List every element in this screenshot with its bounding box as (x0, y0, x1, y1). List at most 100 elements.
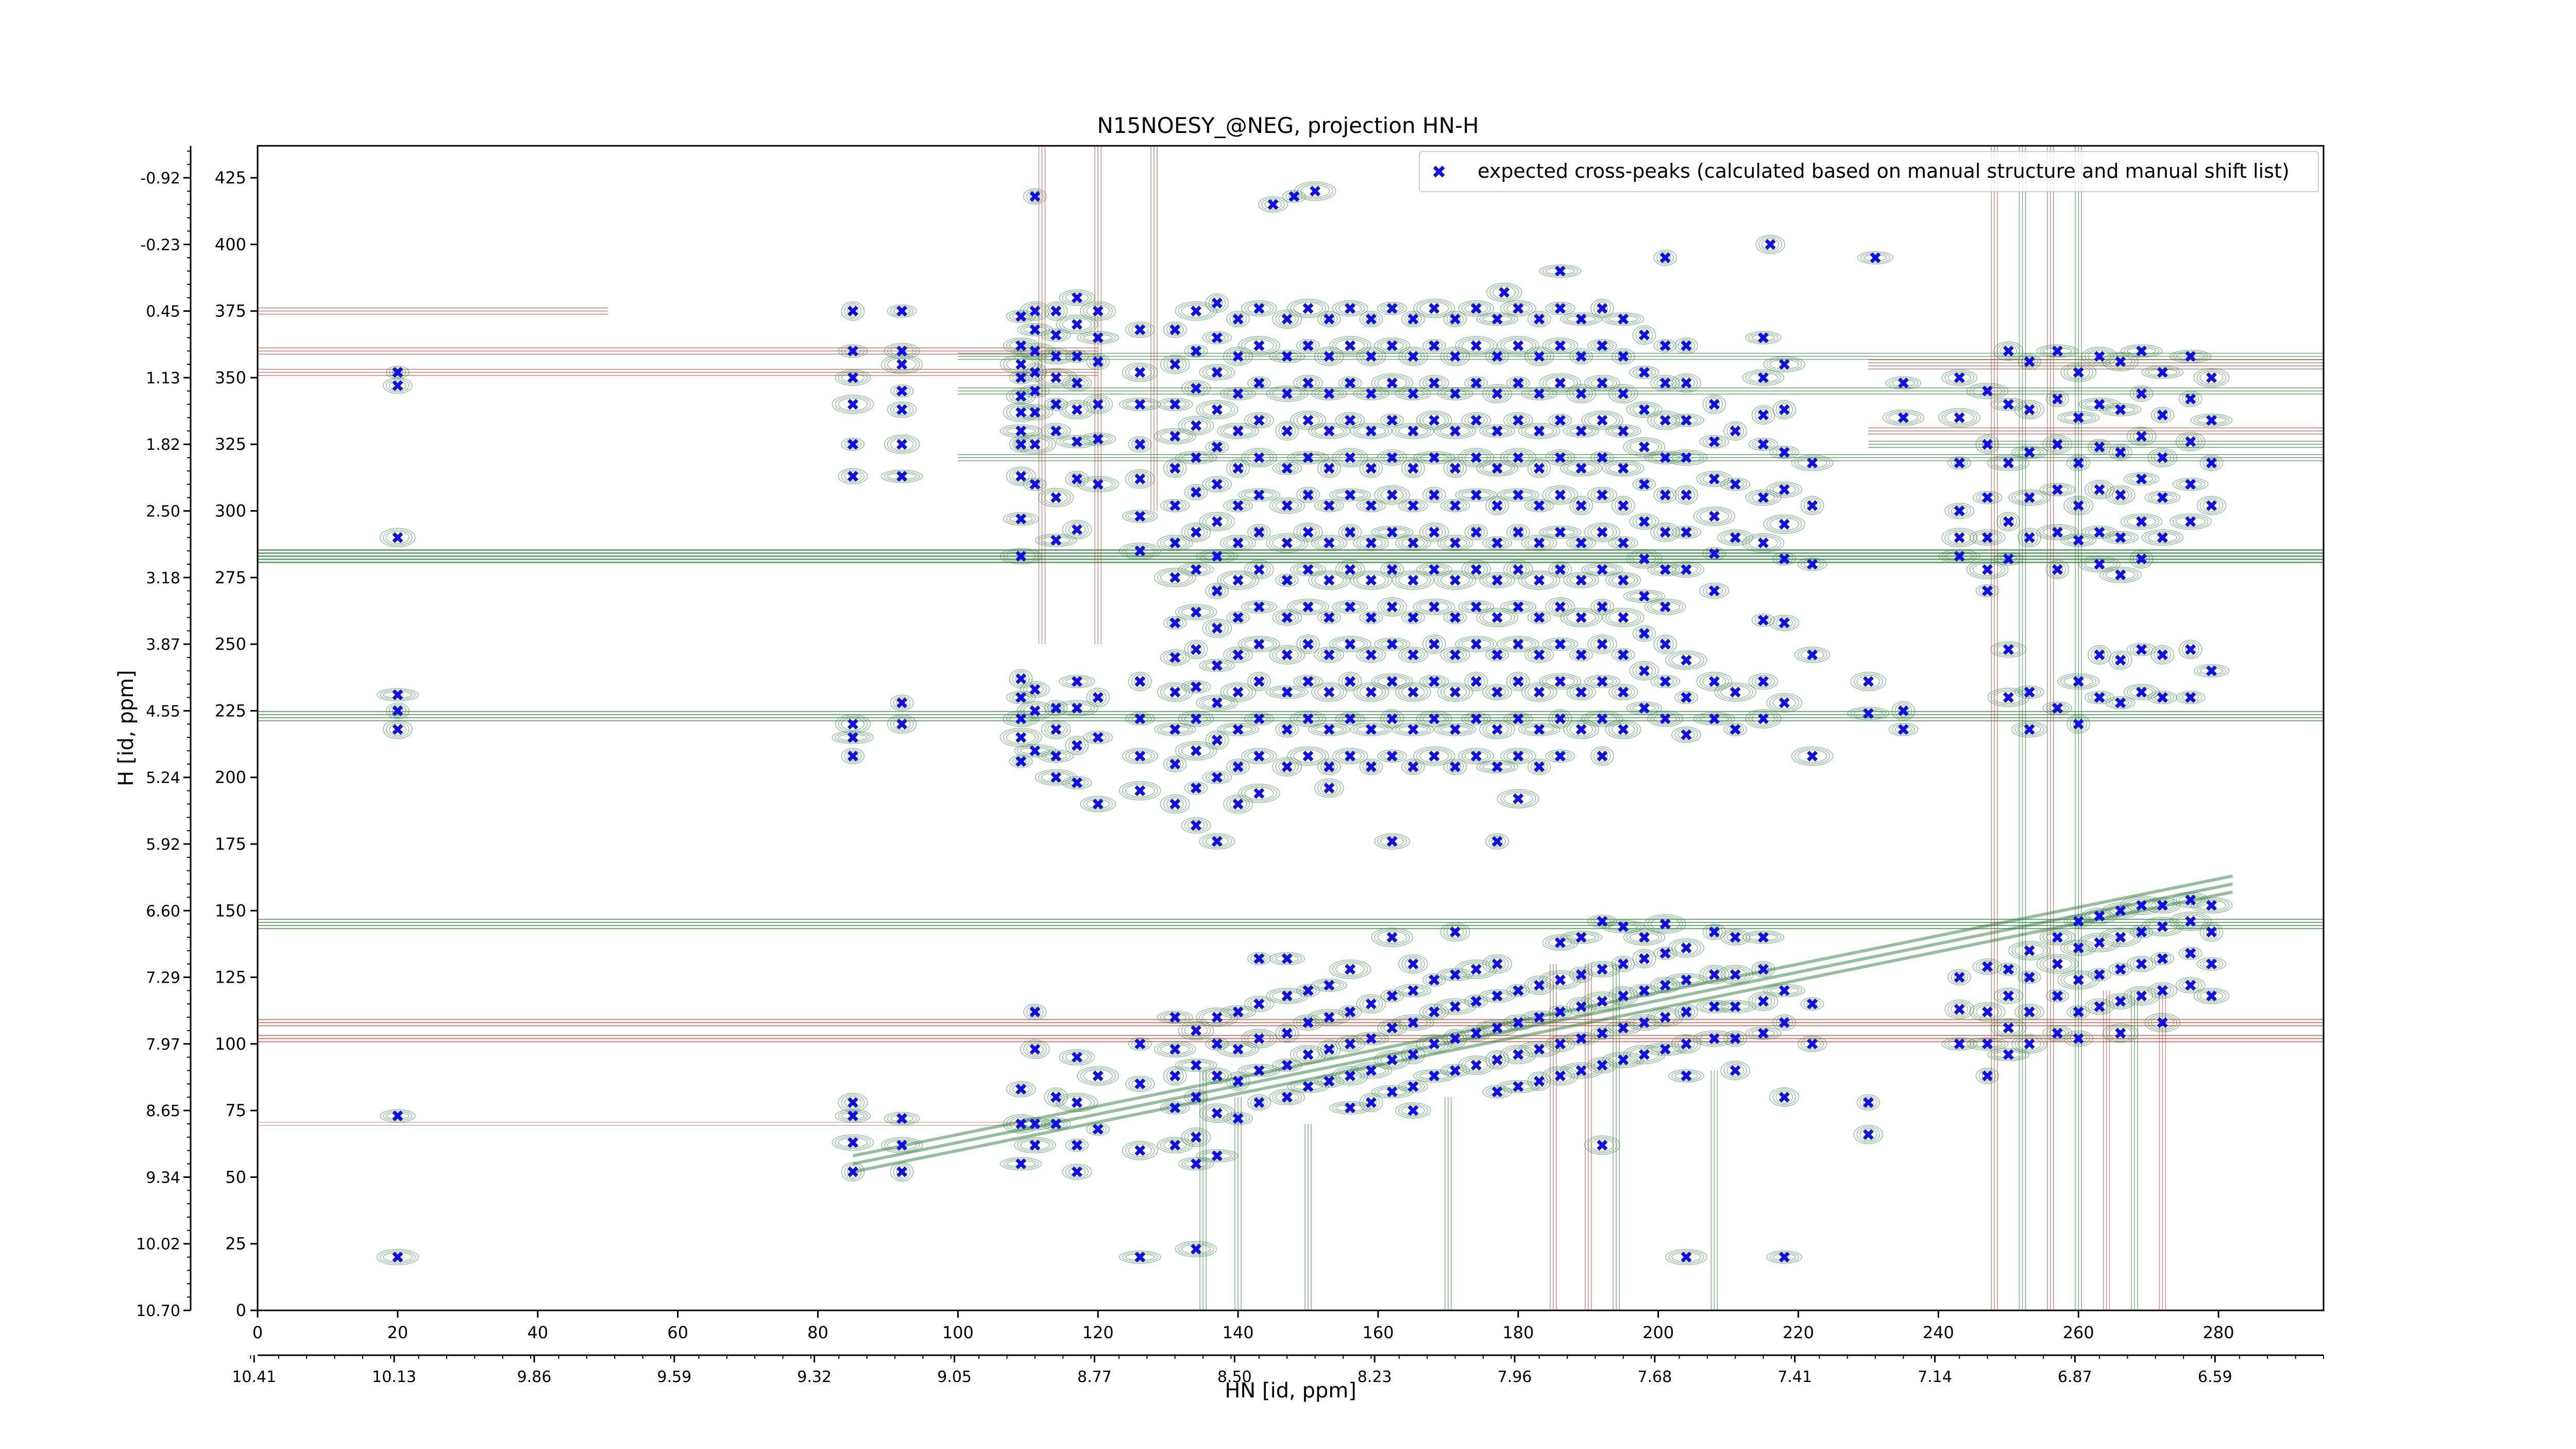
contour-peak (1527, 459, 1551, 478)
contour-peak (1947, 456, 1971, 470)
contour-peak (1416, 300, 1452, 317)
cross-peak-marker (1470, 996, 1482, 1007)
contour-peak (2039, 346, 2076, 356)
contour-peak (1383, 415, 1401, 426)
contour-peak (1545, 486, 1575, 503)
contour-peak (1086, 435, 1110, 443)
cross-peak-marker (1170, 359, 1181, 370)
cross-peak-marker (1134, 785, 1146, 797)
contour-peak (2181, 948, 2199, 958)
contour-peak (1332, 1066, 1368, 1086)
contour-peak (1169, 462, 1181, 475)
contour-peak (1223, 389, 1253, 399)
contour-peak (1482, 426, 1512, 436)
y-tick-label: 275 (215, 568, 246, 587)
contour-peak (1020, 301, 1050, 321)
contour-peak (1769, 517, 1800, 531)
contour-peak (1047, 426, 1065, 436)
contour-peak (2014, 685, 2044, 699)
contour-peak (1125, 400, 1155, 408)
contour-peak (1563, 424, 1599, 438)
contour-peak (1383, 563, 1401, 577)
contour-peak (1377, 639, 1407, 649)
contour-peak (1184, 819, 1208, 832)
contour-peak (1380, 709, 1404, 729)
contour-peak (1617, 958, 1629, 969)
contour-peak (1229, 1073, 1247, 1089)
cross-peak-marker (2115, 1027, 2126, 1039)
cross-peak-marker (2157, 985, 2168, 996)
contour-peak (1705, 548, 1723, 559)
cross-peak-marker (2024, 447, 2035, 458)
cross-peak-marker (1597, 750, 1608, 762)
contour-peak (1542, 675, 1579, 688)
contour-peak (1650, 1009, 1680, 1025)
cross-peak-marker (896, 697, 908, 709)
contour-peak (1545, 597, 1575, 617)
contour-peak (2154, 408, 2172, 422)
contour-peak (1202, 618, 1232, 638)
contour-peak (1440, 389, 1470, 399)
cross-peak-marker (896, 385, 908, 397)
contour-peak (1202, 403, 1232, 416)
cross-peak-marker (1191, 383, 1201, 394)
cross-peak-marker (896, 1113, 908, 1124)
cross-peak-marker (1324, 1043, 1335, 1055)
contour-peak (2060, 533, 2096, 547)
contour-peak (1772, 1253, 1797, 1261)
cross-peak-marker (1681, 1006, 1692, 1018)
contour-peak (1513, 987, 1524, 995)
contour-peak (2109, 1026, 2132, 1040)
contour-peak (1572, 539, 1590, 547)
cross-peak-marker (1597, 638, 1608, 650)
contour-peak (1220, 682, 1256, 702)
contour-peak (1244, 491, 1274, 499)
contour-peak (1380, 598, 1404, 615)
cross-peak-marker (2115, 569, 2126, 581)
contour-peak (1175, 1058, 1217, 1072)
contour-peak (1278, 312, 1296, 326)
cross-peak-marker (1659, 490, 1671, 500)
contour-peak (1175, 741, 1217, 761)
ppm-y-tick-label: 2.50 (146, 503, 180, 521)
contour-peak (1223, 536, 1253, 550)
contour-peak (1395, 984, 1431, 998)
contour-peak (1416, 711, 1452, 727)
contour-peak (1205, 367, 1229, 378)
contour-peak (1134, 1040, 1146, 1048)
cross-peak-marker (1170, 1070, 1181, 1082)
contour-peak (1017, 344, 1053, 358)
cross-peak-marker (1170, 537, 1181, 549)
contour-peak (1856, 1126, 1880, 1143)
contour-peak (1527, 685, 1551, 699)
contour-peak (1015, 757, 1027, 765)
contour-peak (2175, 977, 2206, 993)
cross-peak-marker (1449, 1065, 1461, 1076)
cross-peak-marker (1386, 601, 1398, 613)
cross-peak-marker (2094, 969, 2105, 980)
contour-peak (1766, 481, 1803, 498)
contour-peak (1518, 722, 1561, 736)
contour-peak (2132, 429, 2150, 443)
contour-peak (1157, 1137, 1193, 1154)
cross-peak-marker (1554, 564, 1566, 575)
cross-peak-marker (2024, 1006, 2035, 1018)
contour-peak (1533, 1074, 1545, 1088)
contour-peak (1717, 684, 1753, 700)
cross-peak-marker (1449, 388, 1461, 399)
contour-peak (1398, 389, 1428, 399)
contour-peak (1202, 770, 1232, 784)
contour-peak (1296, 376, 1320, 390)
contour-peak (1160, 1101, 1190, 1115)
cross-peak-marker (1029, 1006, 1041, 1018)
cross-peak-marker (847, 1166, 858, 1177)
contour-peak (1012, 756, 1030, 767)
contour-peak (1247, 1032, 1271, 1046)
contour-peak (1299, 1017, 1317, 1028)
legend-marker-glyph (1433, 165, 1445, 178)
cross-peak-marker (2185, 436, 2196, 447)
cross-peak-marker (1534, 351, 1545, 362)
contour-peak (1999, 990, 2018, 1001)
cross-peak-marker (2024, 492, 2035, 503)
contour-peak (2106, 532, 2136, 543)
